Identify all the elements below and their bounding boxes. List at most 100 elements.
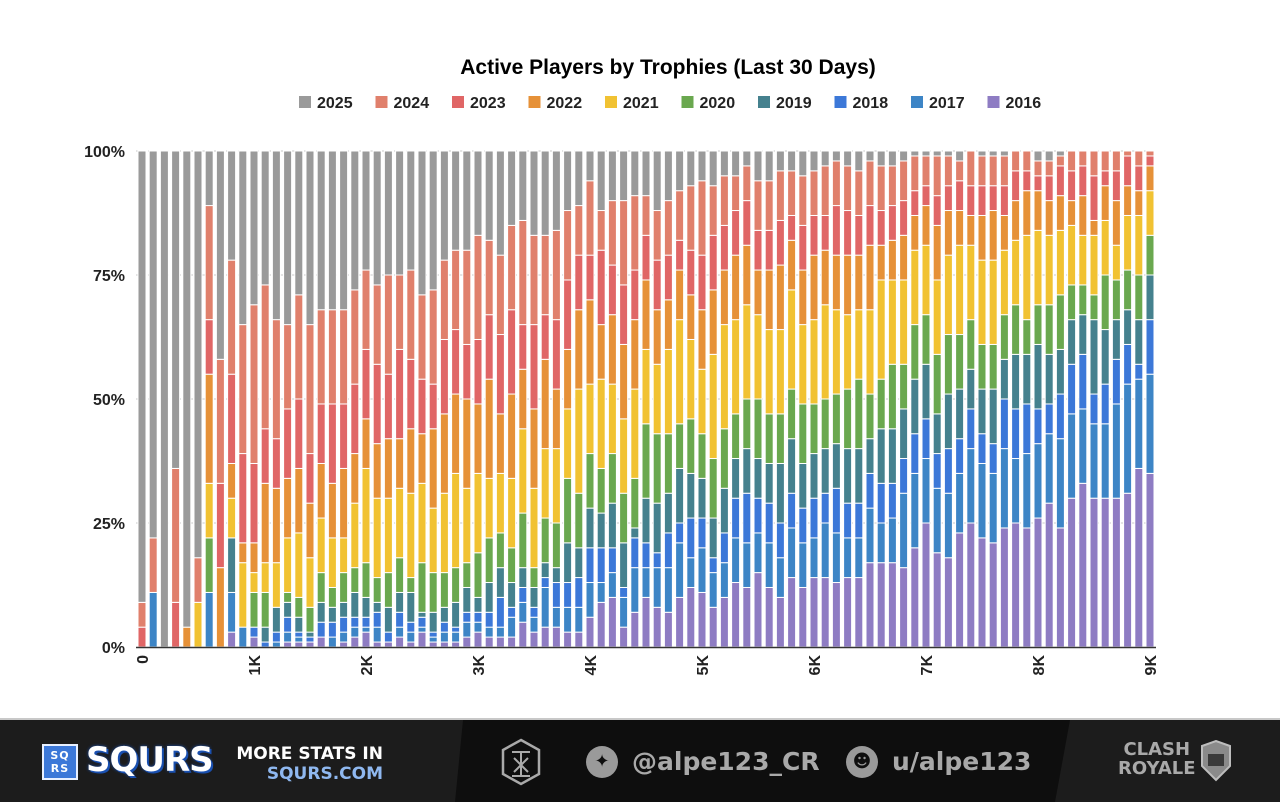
bar-segment-2016 [305,641,315,648]
bar-segment-2016 [283,641,293,648]
bar-segment-2024 [249,304,259,464]
bar-segment-2022 [585,299,595,385]
bar-segment-2021 [988,259,998,345]
y-tick-label: 75% [93,268,125,285]
bar-segment-2021 [977,259,987,345]
legend-item-2020[interactable]: 2020 [681,95,736,112]
bar-2200 [383,150,393,648]
bar-segment-2018 [876,482,886,524]
bar-segment-2024 [809,170,819,216]
bar-segment-2024 [1033,160,1043,177]
legend-item-2018[interactable]: 2018 [834,95,889,112]
bar-segment-2023 [540,314,550,360]
bar-segment-2020 [1134,274,1144,321]
bar-segment-2025 [574,150,584,207]
bar-segment-2024 [372,284,382,365]
legend-item-2019[interactable]: 2019 [758,95,812,112]
x-tick-label: 6K [807,655,824,676]
bar-segment-2021 [697,368,707,435]
bar-segment-2021 [518,428,528,514]
bar-segment-2025 [148,150,158,539]
bar-segment-2017 [630,567,640,613]
reddit-link[interactable]: ☻ u/alpe123 [846,746,1031,778]
bar-segment-2018 [1044,403,1054,435]
bar-segment-2019 [574,547,584,579]
bar-segment-2016 [697,591,707,648]
bar-segment-2023 [507,309,517,395]
bar-segment-2024 [585,180,595,256]
bar-segment-2025 [630,150,640,197]
bar-segment-2017 [686,557,696,588]
bar-segment-2017 [607,572,617,598]
bar-segment-2024 [1055,155,1065,167]
bar-segment-2022 [966,214,976,246]
bar-segment-2024 [417,294,427,380]
bar-segment-2018 [551,582,561,608]
bar-segment-2023 [350,383,360,455]
bar-segment-2016 [887,562,897,648]
bar-segment-2018 [451,626,461,633]
bar-segment-2025 [540,150,550,236]
legend-item-2017[interactable]: 2017 [911,95,965,112]
bar-segment-2017 [518,601,528,623]
bar-segment-2018 [383,631,393,643]
bar-segment-2017 [1033,443,1043,519]
legend-label: 2023 [470,95,506,112]
legend-item-2022[interactable]: 2022 [528,95,583,112]
bar-segment-2017 [204,591,214,648]
bar-segment-2024 [171,467,181,603]
legend-item-2025[interactable]: 2025 [299,95,353,112]
bar-segment-2024 [395,274,405,350]
bar-segment-2022 [663,299,673,350]
legend-swatch [758,96,770,108]
bar-segment-2019 [1033,343,1043,410]
bar-segment-2024 [271,319,281,440]
bar-segment-2022 [518,368,528,430]
x-tick-label: 1K [247,655,264,676]
bar-segment-2019 [1089,319,1099,395]
bar-segment-2019 [428,611,438,633]
bar-segment-2019 [686,472,696,519]
bar-segment-2018 [1123,343,1133,385]
bar-segment-2020 [529,567,539,588]
bar-segment-2017 [1111,403,1121,499]
bar-segment-2020 [910,324,920,380]
bar-segment-2024 [305,324,315,455]
bar-segment-2017 [596,582,606,603]
bar-segment-2019 [294,616,304,633]
bar-7600 [988,150,998,648]
more-stats-link[interactable]: SQURS.COM [266,764,383,784]
bar-segment-2019 [820,448,830,494]
bar-segment-2025 [439,150,449,261]
bar-segment-2022 [383,438,393,499]
bar-segment-2020 [876,378,886,430]
bar-segment-2019 [1145,274,1155,321]
bar-segment-2019 [451,601,461,628]
bar-segment-2022 [395,438,405,489]
bar-segment-2024 [697,180,707,256]
bar-segment-2016 [943,557,953,648]
bar-segment-2018 [283,616,293,633]
bar-segment-2016 [619,626,629,648]
bar-segment-2020 [1033,304,1043,345]
twitter-link[interactable]: ✦ @alpe123_CR [586,746,820,778]
footer-center-panel [455,720,1070,802]
legend-item-2024[interactable]: 2024 [375,95,430,112]
bar-segment-2016 [966,522,976,648]
legend-item-2023[interactable]: 2023 [452,95,506,112]
legend-item-2016[interactable]: 2016 [987,95,1042,112]
bar-segment-2023 [1145,155,1155,167]
bar-segment-2020 [1100,274,1110,331]
bar-segment-2024 [775,170,785,221]
bar-segment-2016 [1055,527,1065,648]
bar-segment-2020 [753,398,763,460]
bar-segment-2018 [1100,383,1110,425]
legend-swatch [987,96,1000,108]
bar-segment-2019 [473,596,483,613]
bar-segment-2020 [316,572,326,603]
legend-item-2021[interactable]: 2021 [605,95,659,112]
bar-segment-2016 [495,636,505,648]
x-tick-label: 5K [695,655,712,676]
bar-segment-2022 [574,309,584,390]
bar-segment-2019 [260,626,270,643]
